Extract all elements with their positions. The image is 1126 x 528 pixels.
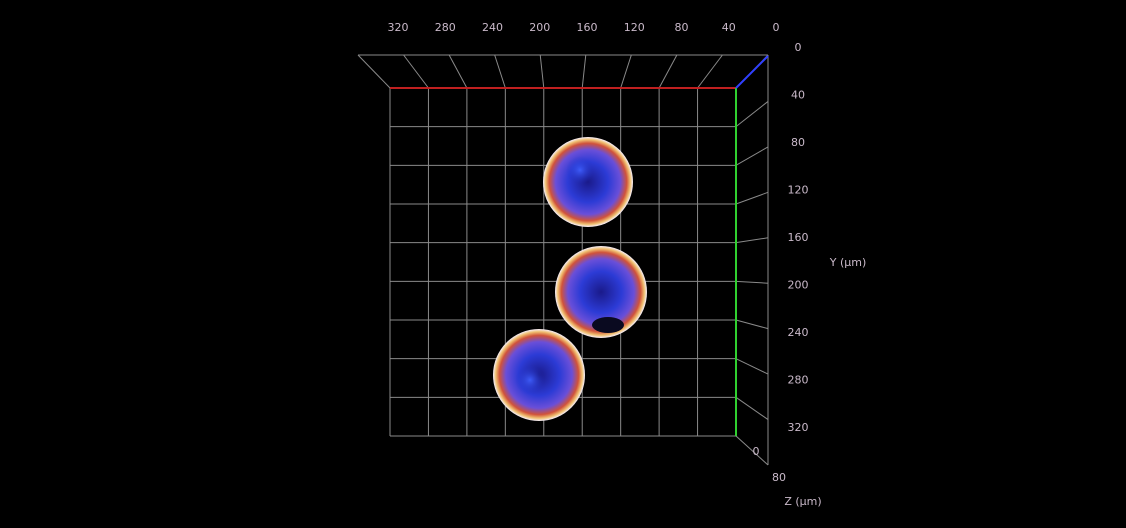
- grid-line: [697, 54, 723, 89]
- grid-line: [735, 358, 769, 375]
- right-tick-label: 280: [788, 374, 809, 387]
- top-tick-label: 80: [675, 21, 689, 34]
- top-tick-label: 200: [529, 21, 550, 34]
- grid-line: [357, 54, 391, 89]
- spheroids: [493, 137, 647, 421]
- spheroid-detail: [592, 317, 624, 333]
- grid-line: [658, 54, 678, 89]
- grid-line: [735, 101, 769, 128]
- spheroid-detail: [566, 156, 594, 184]
- right-tick-label: 0: [795, 41, 802, 54]
- right-tick-label: 40: [791, 89, 805, 102]
- top-tick-label: 160: [577, 21, 598, 34]
- right-tick-label: 200: [788, 279, 809, 292]
- top-tick-label: 0: [773, 21, 780, 34]
- top-tick-label: 240: [482, 21, 503, 34]
- grid-line: [735, 237, 769, 244]
- spheroid: [555, 246, 647, 338]
- right-tick-label: 240: [788, 326, 809, 339]
- grid-line: [735, 191, 769, 205]
- right-tick-label: 80: [791, 136, 805, 149]
- z-edge: [735, 55, 769, 89]
- depth-axis-title: Z (µm): [784, 495, 821, 508]
- grid-line: [620, 54, 632, 89]
- right-axis-title: Y (µm): [829, 256, 867, 269]
- grid-line: [494, 54, 506, 89]
- depth-tick-label: 80: [772, 471, 786, 484]
- right-tick-label: 160: [788, 231, 809, 244]
- grid-line: [735, 396, 769, 420]
- top-tick-label: 120: [624, 21, 645, 34]
- grid-line: [581, 54, 587, 89]
- grid-line: [735, 280, 769, 284]
- top-tick-label: 40: [722, 21, 736, 34]
- grid-line: [448, 54, 468, 89]
- grid-line: [735, 435, 769, 466]
- depth-tick-label: 0: [753, 445, 760, 458]
- grid-line: [403, 54, 429, 89]
- grid-line: [735, 146, 769, 166]
- top-tick-label: 280: [435, 21, 456, 34]
- axis-labels: 320 280 240 200 160 120 80 40 0 0 40 80 120 160 200 240…: [388, 21, 867, 508]
- spheroid-detail: [515, 365, 545, 395]
- right-tick-label: 120: [788, 184, 809, 197]
- grid-line: [539, 54, 545, 89]
- spheroid: [543, 137, 633, 227]
- right-tick-label: 320: [788, 421, 809, 434]
- top-tick-label: 320: [388, 21, 409, 34]
- grid-line: [735, 319, 769, 330]
